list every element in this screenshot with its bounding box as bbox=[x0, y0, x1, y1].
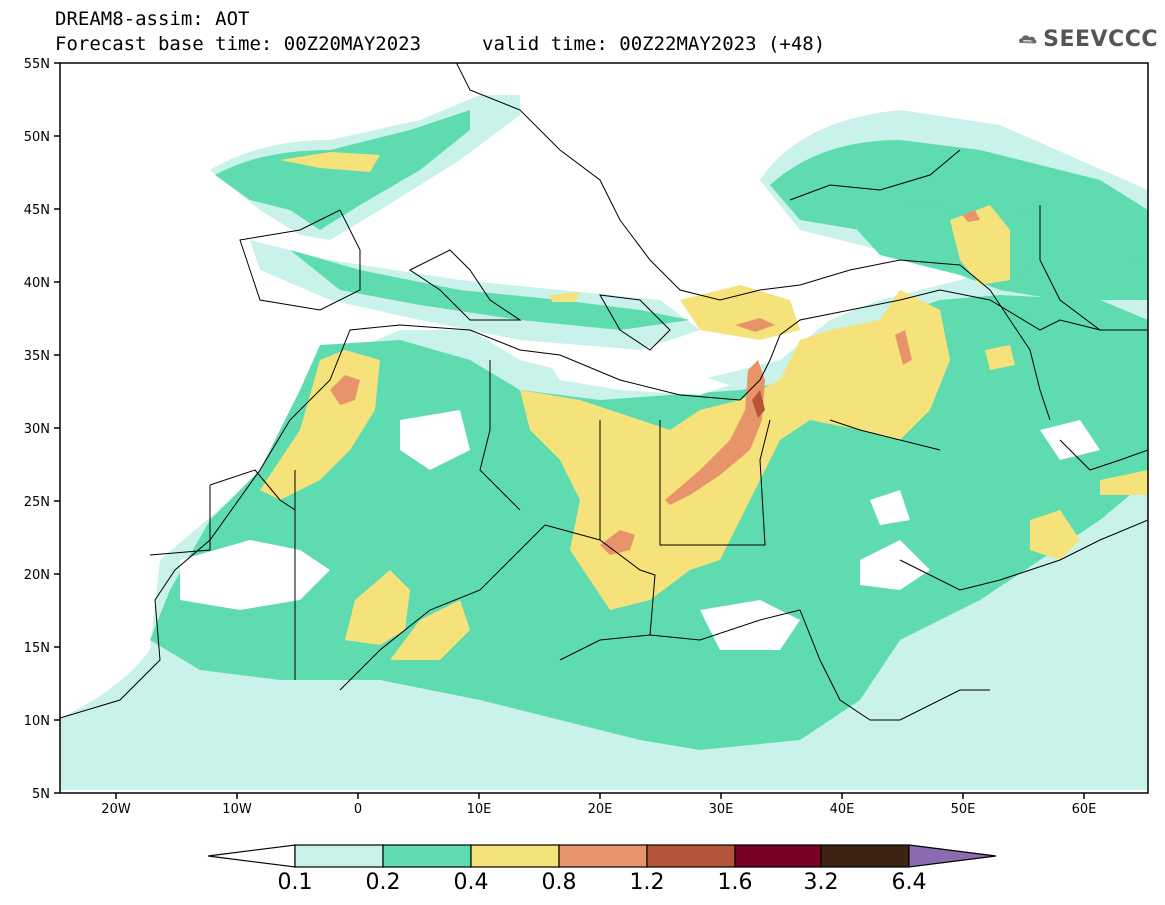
colorbar-label: 1.6 bbox=[717, 870, 753, 895]
aot-band-1.2 bbox=[752, 390, 765, 418]
lon-ticks bbox=[115, 793, 1085, 799]
lon-label: 20W bbox=[101, 802, 131, 817]
valid-time: valid time: 00Z22MAY2023 (+48) bbox=[482, 33, 826, 55]
colorbar-swatch bbox=[294, 844, 384, 868]
colorbar-swatch bbox=[382, 844, 472, 868]
colorbar-label: 0.2 bbox=[365, 870, 401, 895]
colorbar-swatch bbox=[734, 844, 822, 868]
lat-label: 25N bbox=[24, 495, 50, 510]
colorbar bbox=[207, 844, 997, 868]
lat-label: 5N bbox=[32, 787, 50, 802]
colorbar-label: 0.1 bbox=[277, 870, 313, 895]
lat-label: 30N bbox=[24, 422, 50, 437]
lon-labels: 20W 10W 0 10E 20E 30E 40E 50E 60E bbox=[101, 802, 1096, 817]
aot-field bbox=[60, 95, 1148, 790]
colorbar-swatch bbox=[820, 844, 910, 868]
country-borders bbox=[60, 63, 1148, 721]
lat-labels: 55N 50N 45N 40N 35N 30N 25N 20N 15N 10N … bbox=[24, 57, 50, 802]
lat-label: 20N bbox=[24, 568, 50, 583]
map-title: DREAM8-assim: AOT bbox=[55, 8, 250, 30]
colorbar-label: 0.8 bbox=[541, 870, 577, 895]
cloud-icon bbox=[1019, 35, 1037, 44]
lat-label: 15N bbox=[24, 641, 50, 656]
colorbar-lower-triangle bbox=[207, 844, 296, 868]
lat-label: 40N bbox=[24, 276, 50, 291]
colorbar-label: 0.4 bbox=[453, 870, 489, 895]
lat-label: 10N bbox=[24, 714, 50, 729]
colorbar-label: 6.4 bbox=[891, 870, 927, 895]
lon-label: 50E bbox=[951, 802, 976, 817]
lon-label: 60E bbox=[1072, 802, 1097, 817]
lat-label: 35N bbox=[24, 349, 50, 364]
lat-ticks bbox=[54, 62, 60, 794]
colorbar-label: 1.2 bbox=[629, 870, 665, 895]
colorbar-upper-triangle bbox=[908, 844, 997, 868]
lat-label: 50N bbox=[24, 130, 50, 145]
aot-band-0.8 bbox=[330, 210, 980, 555]
lon-label: 30E bbox=[709, 802, 734, 817]
lat-label: 55N bbox=[24, 57, 50, 72]
forecast-base-time: Forecast base time: 00Z20MAY2023 bbox=[55, 33, 422, 55]
lon-label: 10E bbox=[467, 802, 492, 817]
lon-label: 40E bbox=[830, 802, 855, 817]
lon-label: 10W bbox=[222, 802, 252, 817]
colorbar-swatch bbox=[646, 844, 736, 868]
colorbar-swatch bbox=[558, 844, 648, 868]
colorbar-label: 3.2 bbox=[803, 870, 839, 895]
lat-label: 45N bbox=[24, 203, 50, 218]
lon-label: 20E bbox=[588, 802, 613, 817]
aot-low-areas bbox=[180, 350, 1100, 650]
logo-text: SEEVCCC bbox=[1043, 26, 1158, 52]
colorbar-swatch bbox=[470, 844, 560, 868]
lon-label: 0 bbox=[354, 802, 362, 817]
seevccc-logo: SEEVCCC bbox=[1018, 22, 1158, 56]
